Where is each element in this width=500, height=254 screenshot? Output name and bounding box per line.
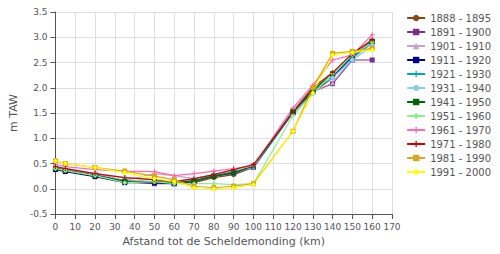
- svg-text:140: 140: [324, 222, 341, 232]
- svg-text:1951 - 1960: 1951 - 1960: [430, 111, 491, 122]
- svg-text:30: 30: [109, 222, 121, 232]
- svg-text:1911 - 1920: 1911 - 1920: [430, 55, 491, 66]
- svg-text:1981 - 1990: 1981 - 1990: [430, 153, 491, 164]
- svg-text:1991 - 2000: 1991 - 2000: [430, 167, 491, 178]
- svg-text:60: 60: [169, 222, 181, 232]
- svg-text:2.5: 2.5: [33, 58, 47, 68]
- svg-text:150: 150: [344, 222, 361, 232]
- svg-text:40: 40: [129, 222, 141, 232]
- svg-text:-0.5: -0.5: [30, 209, 48, 219]
- svg-text:90: 90: [228, 222, 240, 232]
- svg-text:20: 20: [89, 222, 101, 232]
- svg-text:1941 - 1950: 1941 - 1950: [430, 97, 491, 108]
- svg-text:100: 100: [245, 222, 262, 232]
- svg-text:Afstand tot de Scheldemonding: Afstand tot de Scheldemonding (km): [122, 235, 324, 248]
- svg-text:1891 - 1900: 1891 - 1900: [430, 27, 491, 38]
- svg-text:1931 - 1940: 1931 - 1940: [430, 83, 491, 94]
- svg-text:1961 - 1970: 1961 - 1970: [430, 125, 491, 136]
- svg-text:80: 80: [208, 222, 220, 232]
- svg-text:110: 110: [265, 222, 282, 232]
- svg-text:0.0: 0.0: [33, 184, 48, 194]
- svg-text:10: 10: [70, 222, 82, 232]
- svg-text:170: 170: [383, 222, 400, 232]
- svg-text:1888 - 1895: 1888 - 1895: [430, 13, 491, 24]
- svg-text:2.0: 2.0: [33, 83, 48, 93]
- svg-text:1.0: 1.0: [33, 133, 48, 143]
- svg-text:3.0: 3.0: [33, 32, 48, 42]
- svg-text:50: 50: [149, 222, 161, 232]
- svg-text:0: 0: [53, 222, 59, 232]
- svg-text:70: 70: [188, 222, 200, 232]
- svg-text:1.5: 1.5: [33, 108, 47, 118]
- svg-text:1971 - 1980: 1971 - 1980: [430, 139, 491, 150]
- svg-text:0.5: 0.5: [33, 159, 47, 169]
- svg-text:120: 120: [284, 222, 301, 232]
- svg-text:1901 - 1910: 1901 - 1910: [430, 41, 491, 52]
- svg-text:130: 130: [304, 222, 321, 232]
- svg-text:160: 160: [364, 222, 381, 232]
- svg-text:3.5: 3.5: [33, 7, 47, 17]
- svg-text:m TAW: m TAW: [7, 94, 20, 132]
- svg-text:1921 - 1930: 1921 - 1930: [430, 69, 491, 80]
